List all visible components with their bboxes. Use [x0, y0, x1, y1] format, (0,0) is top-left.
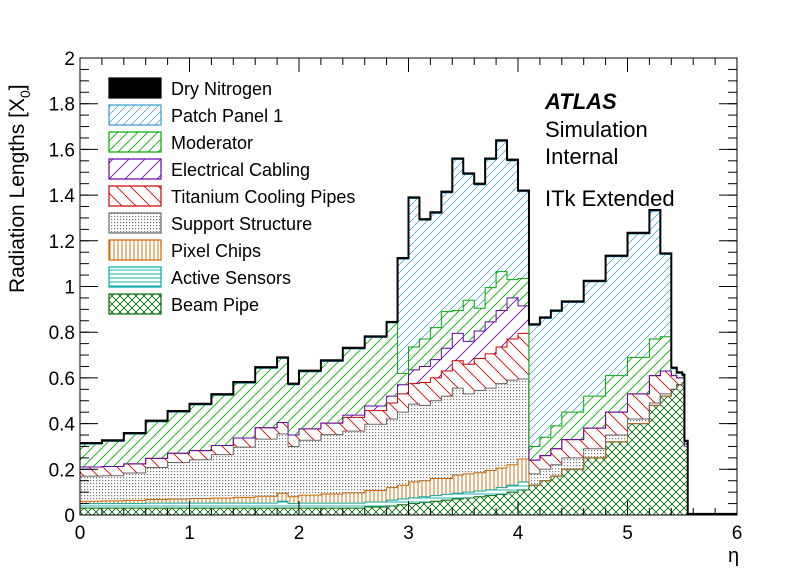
y-axis-label-main: Radiation Lengths [X [6, 98, 29, 293]
legend-label-dry-nitrogen: Dry Nitrogen [171, 79, 272, 99]
y-tick-label: 1.8 [49, 95, 75, 116]
y-tick-label: 0 [64, 506, 75, 527]
legend-label-patch-panel-1: Patch Panel 1 [171, 106, 283, 126]
legend-label-support-structure: Support Structure [171, 214, 312, 234]
y-axis-label-sub: 0 [17, 90, 33, 98]
legend-swatch-patch-panel-1 [108, 104, 162, 126]
legend-swatch-support-structure [108, 212, 162, 234]
atlas-label: ATLAS [544, 89, 617, 114]
stacked-areas [80, 139, 737, 516]
x-tick-label: 1 [184, 523, 195, 544]
y-axis-label: Radiation Lengths [X0] [6, 84, 33, 293]
area-support-structure [80, 379, 737, 515]
y-tick-label: 1.2 [49, 232, 75, 253]
area-beam-pipe [80, 382, 737, 515]
legend-swatch-pixel-chips [108, 239, 162, 261]
legend-swatch-beam-pipe [108, 293, 162, 315]
simulation-label: Simulation [545, 117, 648, 142]
legend-swatch-moderator [108, 131, 162, 153]
area-pixel-chips [80, 382, 737, 515]
legend-swatch-titanium-cooling-pipes [108, 185, 162, 207]
itk-extended-label: ITk Extended [545, 186, 675, 211]
legend-label-titanium-cooling-pipes: Titanium Cooling Pipes [171, 187, 355, 207]
legend-label-electrical-cabling: Electrical Cabling [171, 160, 310, 180]
x-tick-label: 3 [403, 523, 414, 544]
x-tick-label: 0 [75, 523, 86, 544]
legend-swatch-dry-nitrogen [108, 77, 162, 99]
legend-label-moderator: Moderator [171, 133, 253, 153]
y-tick-label: 0.8 [49, 323, 75, 344]
y-tick-label: 0.2 [49, 460, 75, 481]
legend-label-pixel-chips: Pixel Chips [171, 241, 261, 261]
x-tick-label: 5 [622, 523, 633, 544]
axes: 0 1 2 3 4 5 6 0 0.2 0.4 0.6 0.8 1 1.2 1.4 1.6 1.8 2 [49, 49, 743, 544]
internal-label: Internal [545, 144, 618, 169]
x-tick-label: 4 [513, 523, 524, 544]
legend-swatch-electrical-cabling [108, 158, 162, 180]
legend-swatch-active-sensors [108, 266, 162, 288]
outline-dry-nitrogen [80, 139, 737, 515]
y-tick-label: 1 [64, 278, 75, 299]
y-tick-label: 0.6 [49, 369, 75, 390]
y-tick-label: 1.4 [49, 186, 76, 207]
y-tick-label: 1.6 [49, 140, 75, 161]
y-tick-label: 2 [64, 49, 75, 70]
legend-label-beam-pipe: Beam Pipe [171, 295, 259, 315]
x-axis-label: η [728, 545, 739, 567]
legend: Dry Nitrogen Patch Panel 1 Moderator Electr… [108, 77, 355, 315]
y-tick-label: 0.4 [49, 415, 76, 436]
area-patch-panel-1 [80, 141, 737, 515]
x-tick-label: 6 [732, 523, 743, 544]
x-tick-label: 2 [294, 523, 305, 544]
legend-label-active-sensors: Active Sensors [171, 268, 291, 288]
y-axis-label-close: ] [6, 84, 29, 90]
